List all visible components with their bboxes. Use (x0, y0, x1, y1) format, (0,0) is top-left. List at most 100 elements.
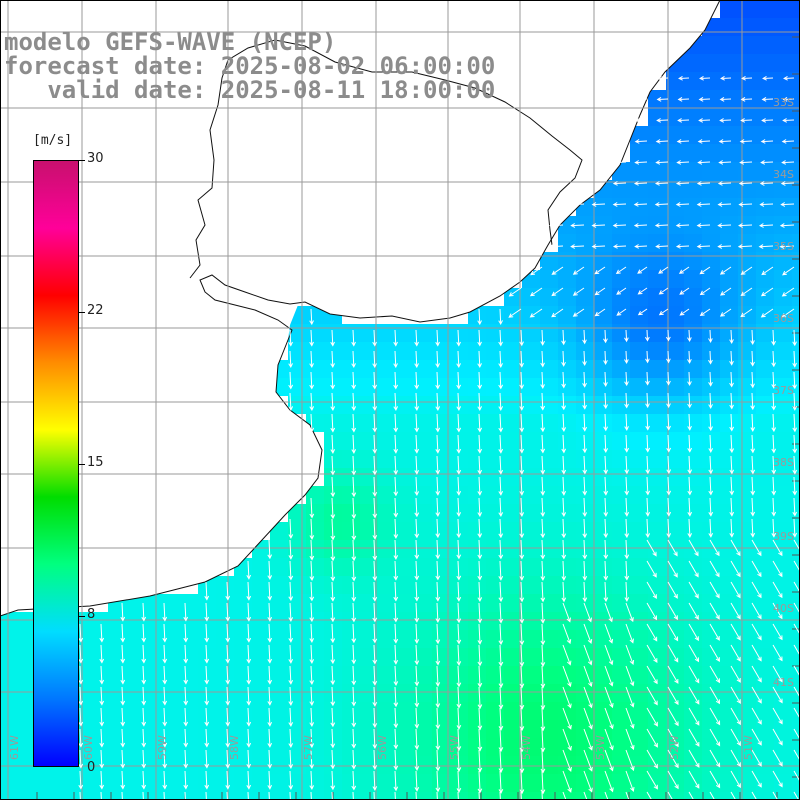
wind-cell (324, 684, 342, 702)
wind-arrow (478, 791, 480, 800)
wind-cell (648, 702, 666, 720)
wind-arrow (561, 497, 567, 518)
wind-cell (702, 468, 720, 486)
wind-arrow (99, 686, 105, 706)
wind-arrow (162, 749, 168, 769)
wind-arrow (162, 665, 168, 685)
wind-cell (360, 630, 378, 648)
wind-cell (666, 108, 684, 126)
wind-cell (558, 432, 576, 450)
wind-cell (648, 792, 666, 800)
wind-arrow (288, 350, 293, 369)
wind-cell (414, 504, 432, 522)
wind-cell (432, 792, 450, 800)
wind-cell (594, 594, 612, 612)
wind-cell (702, 342, 720, 360)
wind-cell (414, 396, 432, 414)
wind-cell (558, 486, 576, 504)
wind-cell (720, 72, 738, 90)
wind-arrow (372, 686, 378, 707)
wind-cell (666, 126, 684, 144)
wind-cell (396, 576, 414, 594)
wind-cell (702, 90, 720, 108)
wind-cell (180, 684, 198, 702)
wind-arrow (604, 707, 614, 730)
wind-cell (414, 414, 432, 432)
wind-arrow (184, 791, 186, 800)
wind-arrow (477, 371, 483, 390)
wind-arrow (477, 770, 483, 794)
map-title: modelo GEFS-WAVE (NCEP) forecast date: 2… (4, 30, 495, 102)
wind-cell (756, 720, 774, 738)
wind-cell (666, 180, 684, 198)
wind-cell (18, 738, 36, 756)
wind-cell (468, 396, 486, 414)
wind-cell (594, 288, 612, 306)
wind-arrow (572, 287, 585, 296)
wind-arrow (372, 539, 378, 561)
wind-cell (738, 360, 756, 378)
wind-cell (108, 702, 126, 720)
wind-cell (756, 378, 774, 396)
wind-cell (630, 486, 648, 504)
wind-cell (684, 342, 702, 360)
wind-arrow (372, 392, 378, 412)
wind-arrow (519, 413, 525, 433)
wind-cell (648, 234, 666, 252)
wind-cell (522, 756, 540, 774)
wind-cell (756, 414, 774, 432)
wind-arrow (761, 266, 774, 276)
wind-arrow (99, 728, 105, 748)
wind-arrow (772, 749, 783, 767)
wind-arrow (267, 539, 273, 560)
wind-arrow (529, 287, 543, 297)
wind-arrow (667, 644, 679, 663)
wind-cell (270, 702, 288, 720)
wind-arrow (561, 413, 567, 433)
wind-cell (324, 558, 342, 576)
wind-cell (522, 666, 540, 684)
wind-cell (468, 648, 486, 666)
wind-arrow (646, 791, 653, 800)
wind-arrow (351, 602, 357, 623)
wind-arrow (414, 581, 420, 602)
wind-cell (792, 720, 800, 738)
wind-cell (720, 486, 738, 504)
wind-cell (738, 252, 756, 270)
wind-cell (504, 558, 522, 576)
wind-arrow (779, 223, 795, 228)
wind-arrow (561, 392, 567, 411)
wind-cell (486, 342, 504, 360)
wind-cell (396, 432, 414, 450)
wind-cell (576, 342, 594, 360)
wind-arrow (393, 770, 399, 792)
wind-cell (594, 630, 612, 648)
wind-cell (684, 306, 702, 324)
wind-cell (540, 468, 558, 486)
wind-cell (648, 576, 666, 594)
wind-arrow (655, 160, 669, 165)
wind-cell (756, 126, 774, 144)
wind-cell (144, 612, 162, 630)
wind-arrow (658, 308, 669, 316)
wind-arrow (183, 728, 189, 748)
wind-arrow (435, 392, 441, 412)
wind-arrow (667, 686, 679, 706)
wind-cell (756, 594, 774, 612)
wind-cell (306, 702, 324, 720)
wind-arrow (120, 728, 126, 748)
wind-cell (666, 378, 684, 396)
wind-cell (396, 720, 414, 738)
wind-cell (666, 504, 684, 522)
wind-cell (342, 720, 360, 738)
wind-cell (702, 630, 720, 648)
wind-arrow (646, 644, 658, 664)
wind-cell (450, 576, 468, 594)
wind-cell (504, 540, 522, 558)
wind-cell (612, 234, 630, 252)
wind-cell (738, 324, 756, 342)
wind-arrow (330, 350, 335, 369)
wind-cell (504, 684, 522, 702)
wind-arrow (435, 686, 441, 709)
